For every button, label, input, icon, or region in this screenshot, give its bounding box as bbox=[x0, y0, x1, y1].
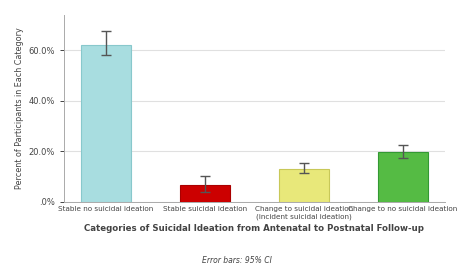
X-axis label: Categories of Suicidal Ideation from Antenatal to Postnatal Follow-up: Categories of Suicidal Ideation from Ant… bbox=[84, 224, 424, 233]
Y-axis label: Percent of Participants in Each Category: Percent of Participants in Each Category bbox=[15, 27, 24, 189]
Bar bbox=[81, 45, 130, 202]
Bar bbox=[378, 152, 428, 202]
Text: Error bars: 95% CI: Error bars: 95% CI bbox=[202, 256, 272, 264]
Bar bbox=[279, 169, 328, 202]
Bar bbox=[180, 185, 229, 202]
